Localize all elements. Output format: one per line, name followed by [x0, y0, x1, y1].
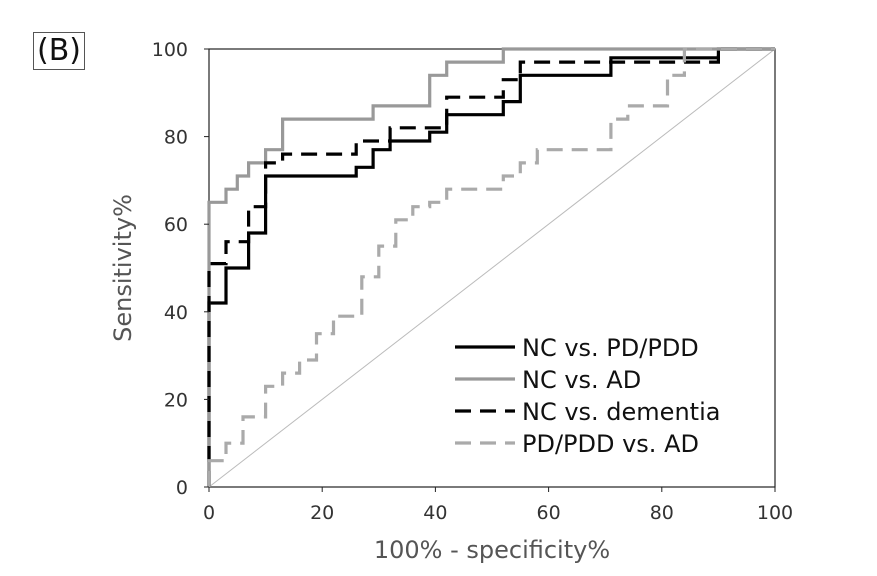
y-tick-label: 40: [164, 302, 188, 324]
x-tick-label: 40: [423, 502, 447, 524]
y-tick-label: 20: [164, 389, 188, 411]
reference-diagonal-line: [208, 48, 776, 488]
legend: NC vs. PD/PDD NC vs. AD NC vs. dementia PD/…: [455, 334, 720, 458]
x-axis-title: 100% - specificity%: [374, 536, 610, 564]
x-tick-label: 60: [537, 502, 561, 524]
legend-label: NC vs. AD: [522, 366, 641, 394]
legend-label: NC vs. dementia: [522, 398, 720, 426]
series-line-pd-pdd-vs-ad: [207, 47, 775, 487]
y-tick-label: 80: [164, 127, 188, 149]
x-tick-label: 20: [310, 502, 334, 524]
plot-area: [207, 47, 776, 488]
x-tick-label: 0: [203, 502, 215, 524]
y-axis-title: Sensitivity%: [109, 194, 137, 342]
x-tick-label: 100: [757, 502, 793, 524]
series-line-nc-vs-dementia: [207, 47, 775, 487]
y-tick-label: 60: [164, 214, 188, 236]
axis-ticks: 0 20 40 60 80 100 0 20 40 60 80 100: [152, 39, 793, 524]
legend-label: NC vs. PD/PDD: [522, 334, 699, 362]
x-tick-label: 80: [650, 502, 674, 524]
y-tick-label: 0: [176, 477, 188, 499]
y-tick-label: 100: [152, 39, 188, 61]
legend-label: PD/PDD vs. AD: [522, 430, 699, 458]
panel-label: (B): [33, 32, 85, 70]
series-line-nc-vs-ad: [207, 47, 775, 487]
